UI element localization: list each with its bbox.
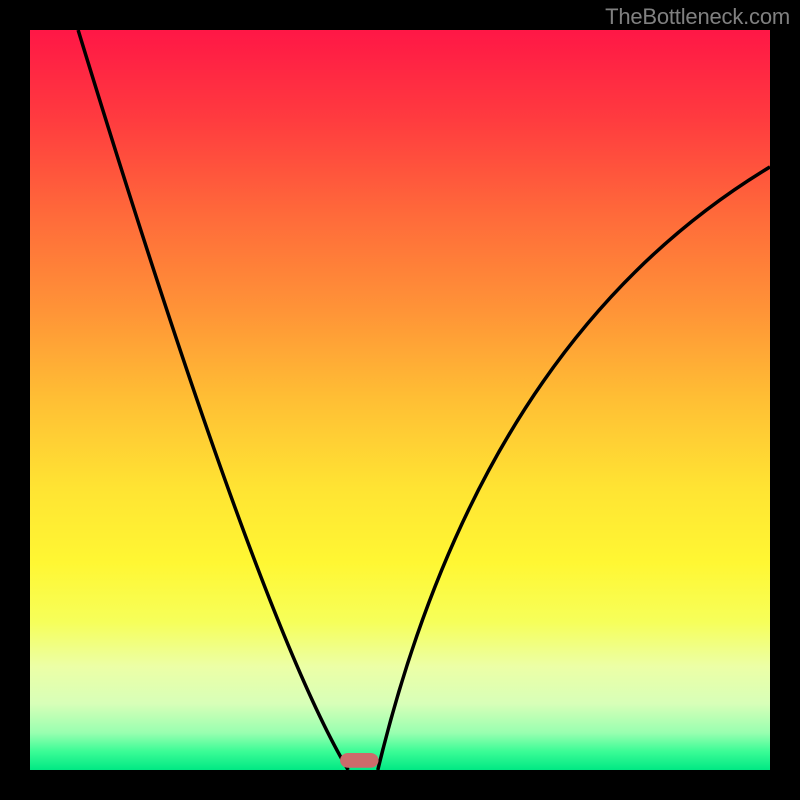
gradient-background <box>30 30 770 770</box>
plot-border-left <box>0 0 30 800</box>
plot-border-right <box>770 0 800 800</box>
watermark-text: TheBottleneck.com <box>605 4 790 30</box>
plot-border-bottom <box>0 770 800 800</box>
bottleneck-chart <box>30 30 770 770</box>
chart-canvas: TheBottleneck.com <box>0 0 800 800</box>
optimal-marker <box>340 753 378 768</box>
